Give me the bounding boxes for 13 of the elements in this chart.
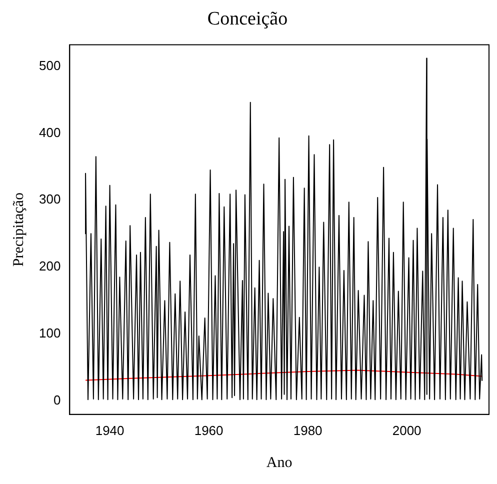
x-tick-label: 1980 — [293, 422, 322, 438]
y-tick-label: 0 — [53, 392, 61, 408]
y-axis-title: Precipitação — [10, 192, 27, 267]
x-tick-label: 1960 — [194, 422, 224, 438]
y-tick-label: 300 — [38, 192, 61, 207]
x-tick-label: 1940 — [95, 422, 124, 438]
chart-title: Conceição — [207, 8, 288, 30]
y-tick-label: 100 — [38, 326, 61, 341]
x-axis-title: Ano — [266, 454, 292, 471]
y-tick-label: 400 — [38, 124, 61, 140]
y-tick-label: 500 — [38, 58, 61, 73]
x-tick-label: 2000 — [392, 422, 422, 438]
y-tick-label: 200 — [38, 258, 61, 274]
